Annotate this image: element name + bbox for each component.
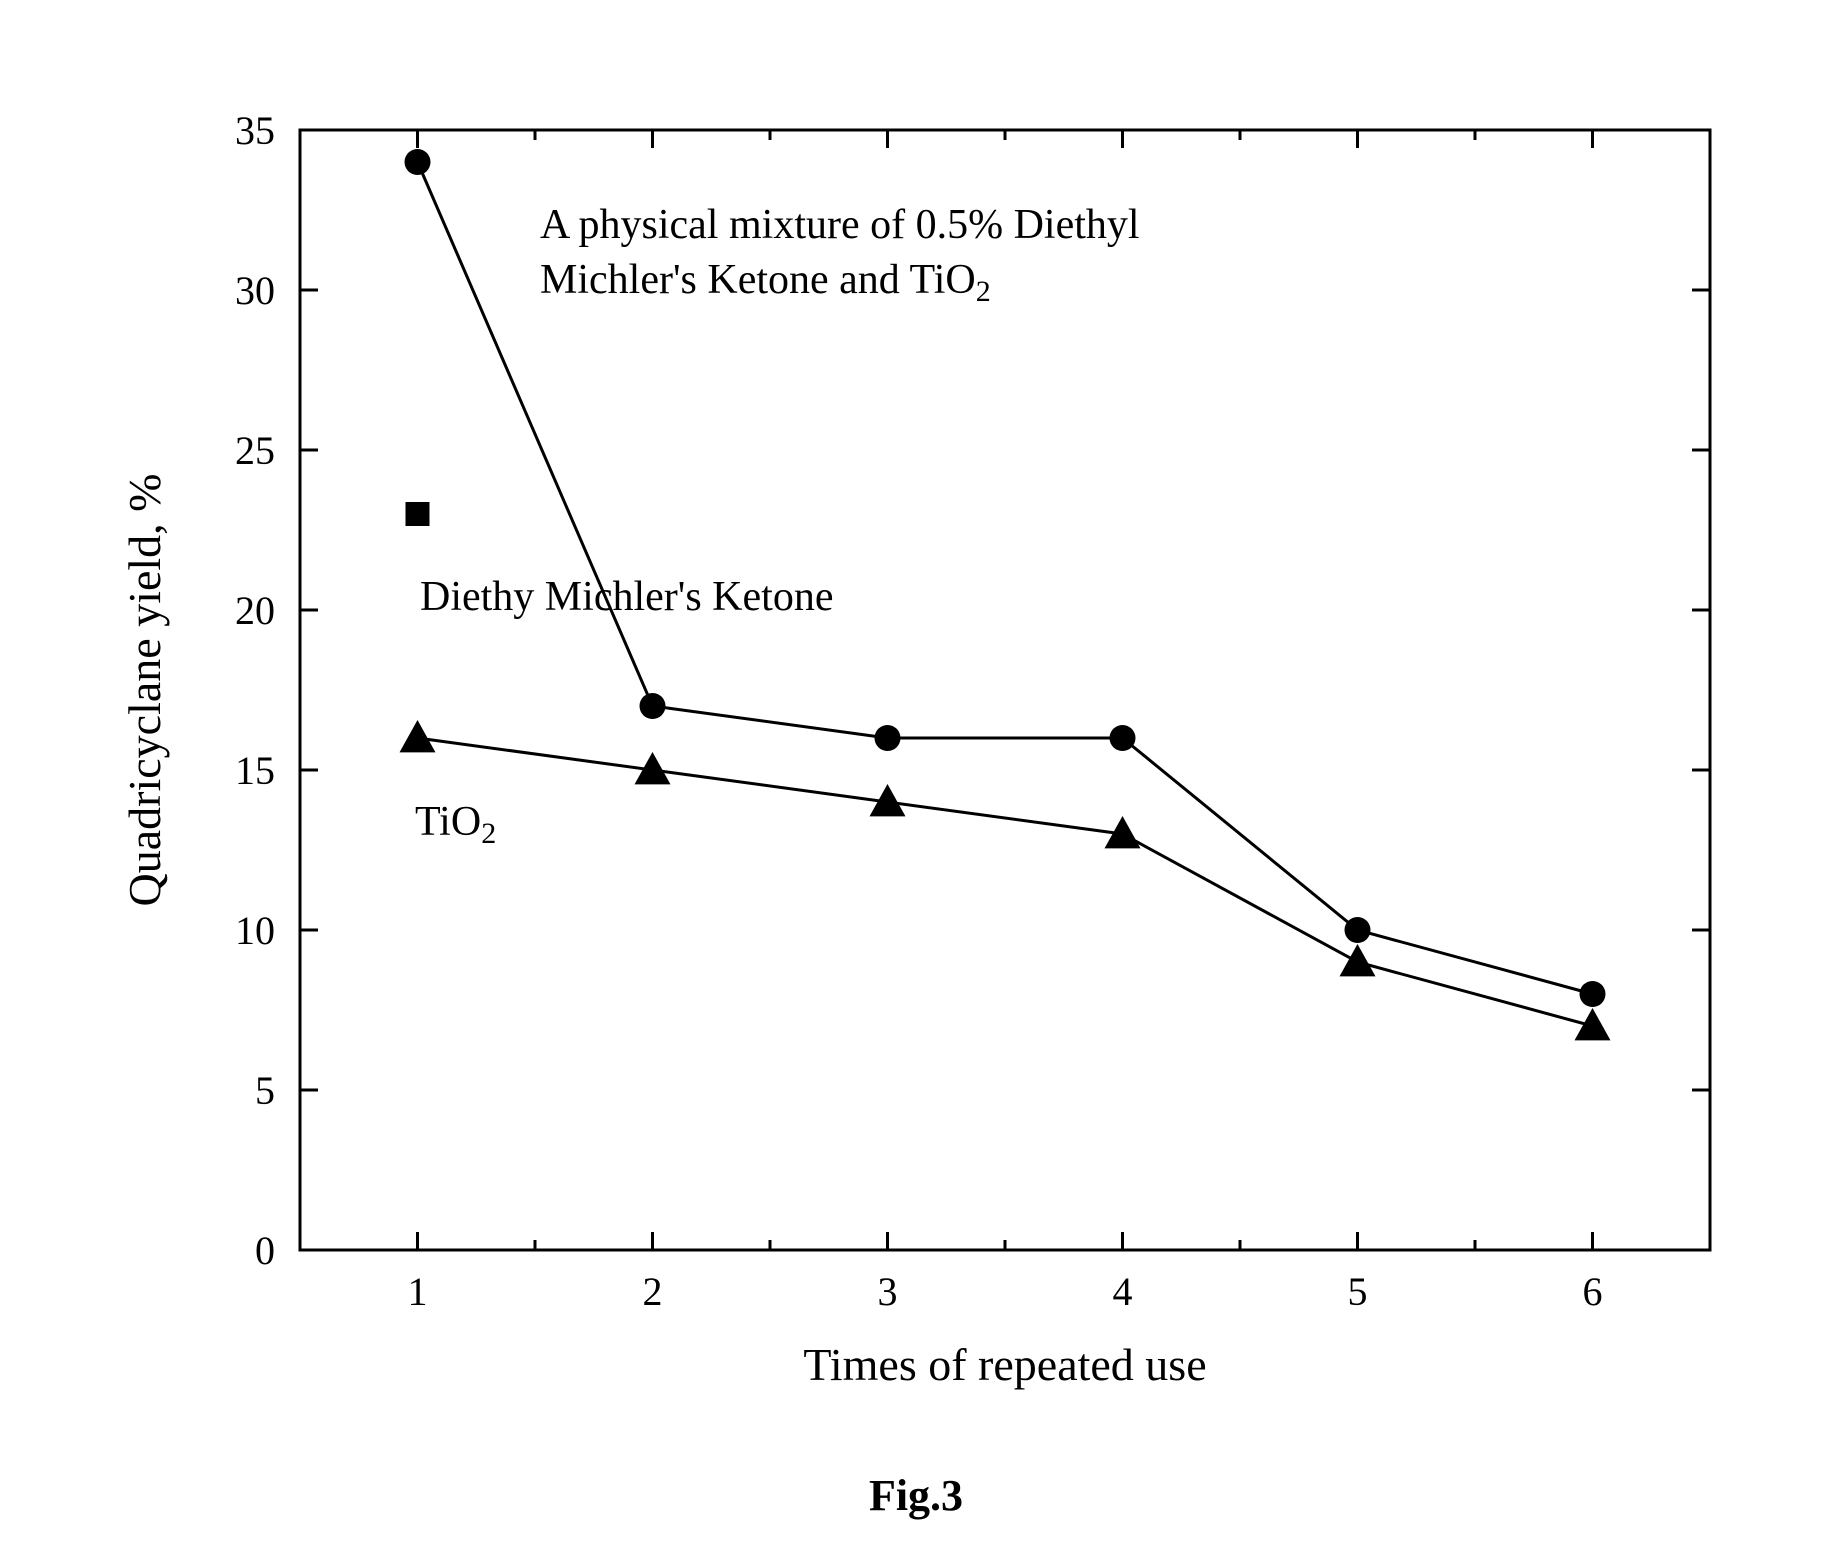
y-tick-label: 20 [235,588,275,633]
x-axis-title: Times of repeated use [803,1339,1206,1390]
y-axis-title: Quadricyclane yield, % [119,474,170,907]
annotation-subscript: 2 [481,817,496,850]
annotation-subscript: 2 [976,275,991,308]
annotation-text: A physical mixture of 0.5% Diethyl [540,202,1140,248]
y-tick-label: 15 [235,748,275,793]
y-tick-label: 25 [235,428,275,473]
x-tick-label: 3 [878,1269,898,1314]
y-tick-label: 5 [255,1068,275,1113]
annotation-text: Diethy Michler's Ketone [420,574,833,620]
chart: 1 2 3 4 5 6 0 5 10 15 20 25 30 35 Times of repeated us… [0,0,1832,1562]
x-tick-label: 2 [643,1269,663,1314]
x-tick-label: 5 [1348,1269,1368,1314]
figure-caption: Fig.3 [869,1471,963,1520]
x-tick-label: 6 [1583,1269,1603,1314]
annotation-text: Michler's Ketone and TiO2 [540,257,991,308]
x-tick-label: 4 [1113,1269,1133,1314]
y-tick-label: 30 [235,268,275,313]
y-tick-label: 0 [255,1228,275,1273]
figure-page: 1 2 3 4 5 6 0 5 10 15 20 25 30 35 Times of repeated us… [0,0,1832,1562]
y-tick-label: 35 [235,108,275,153]
x-tick-label: 1 [408,1269,428,1314]
annotation-dmk_only: Diethy Michler's Ketone [420,574,833,620]
y-tick-label: 10 [235,908,275,953]
